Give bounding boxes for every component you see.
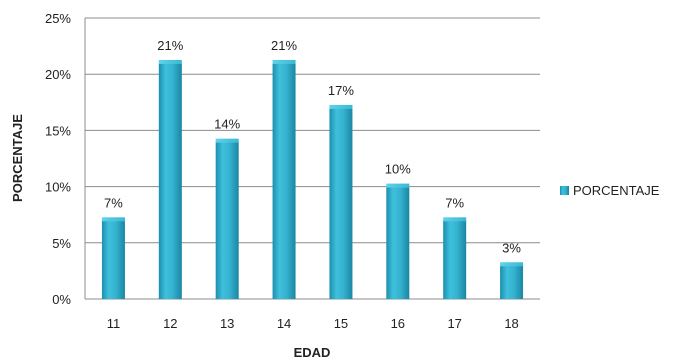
legend-swatch: [560, 186, 569, 195]
x-tick-label: 12: [163, 316, 177, 331]
x-tick-label: 16: [391, 316, 405, 331]
bars: [101, 59, 524, 300]
legend: PORCENTAJE: [560, 183, 660, 198]
y-tick-label: 15%: [45, 123, 71, 138]
data-label: 7%: [445, 195, 464, 210]
x-tick-label: 15: [334, 316, 348, 331]
x-tick-label: 17: [447, 316, 461, 331]
data-label: 7%: [104, 195, 123, 210]
bar-cap: [215, 138, 239, 143]
legend-label: PORCENTAJE: [573, 183, 660, 198]
bar-cap: [158, 59, 182, 64]
x-axis-title: EDAD: [294, 345, 331, 360]
bar-cap: [386, 183, 410, 188]
bar: [500, 265, 524, 299]
data-labels: 7% 21% 14% 21% 17% 10% 7% 3%: [104, 38, 521, 255]
bar-cap: [500, 262, 524, 267]
y-axis-title: PORCENTAJE: [10, 114, 25, 202]
bar-cap: [443, 217, 467, 222]
bar-cap: [272, 59, 296, 64]
bar: [272, 62, 296, 300]
x-tick-label: 13: [220, 316, 234, 331]
bar-cap: [329, 104, 353, 109]
gridlines: [84, 17, 540, 300]
y-tick-label: 10%: [45, 180, 71, 195]
y-tick-label: 20%: [45, 67, 71, 82]
bar: [386, 186, 410, 299]
data-label: 3%: [502, 240, 521, 255]
data-label: 17%: [328, 83, 354, 98]
bar: [158, 62, 182, 300]
bar: [215, 141, 239, 299]
data-label: 14%: [214, 117, 240, 132]
x-tick-label: 14: [277, 316, 291, 331]
y-tick-label: 0%: [52, 292, 71, 307]
bar: [443, 220, 467, 299]
x-tick-label: 11: [107, 316, 121, 331]
tick-labels: 0% 5% 10% 15% 20% 25% 11 12 13 14 15 16 17 18: [45, 11, 519, 331]
data-label: 21%: [271, 38, 297, 53]
y-tick-label: 5%: [52, 236, 71, 251]
bar-cap: [101, 217, 125, 222]
x-tick-label: 18: [504, 316, 518, 331]
y-tick-label: 25%: [45, 11, 71, 26]
bar: [329, 107, 353, 299]
bar: [101, 220, 125, 299]
data-label: 21%: [157, 38, 183, 53]
data-label: 10%: [385, 162, 411, 177]
